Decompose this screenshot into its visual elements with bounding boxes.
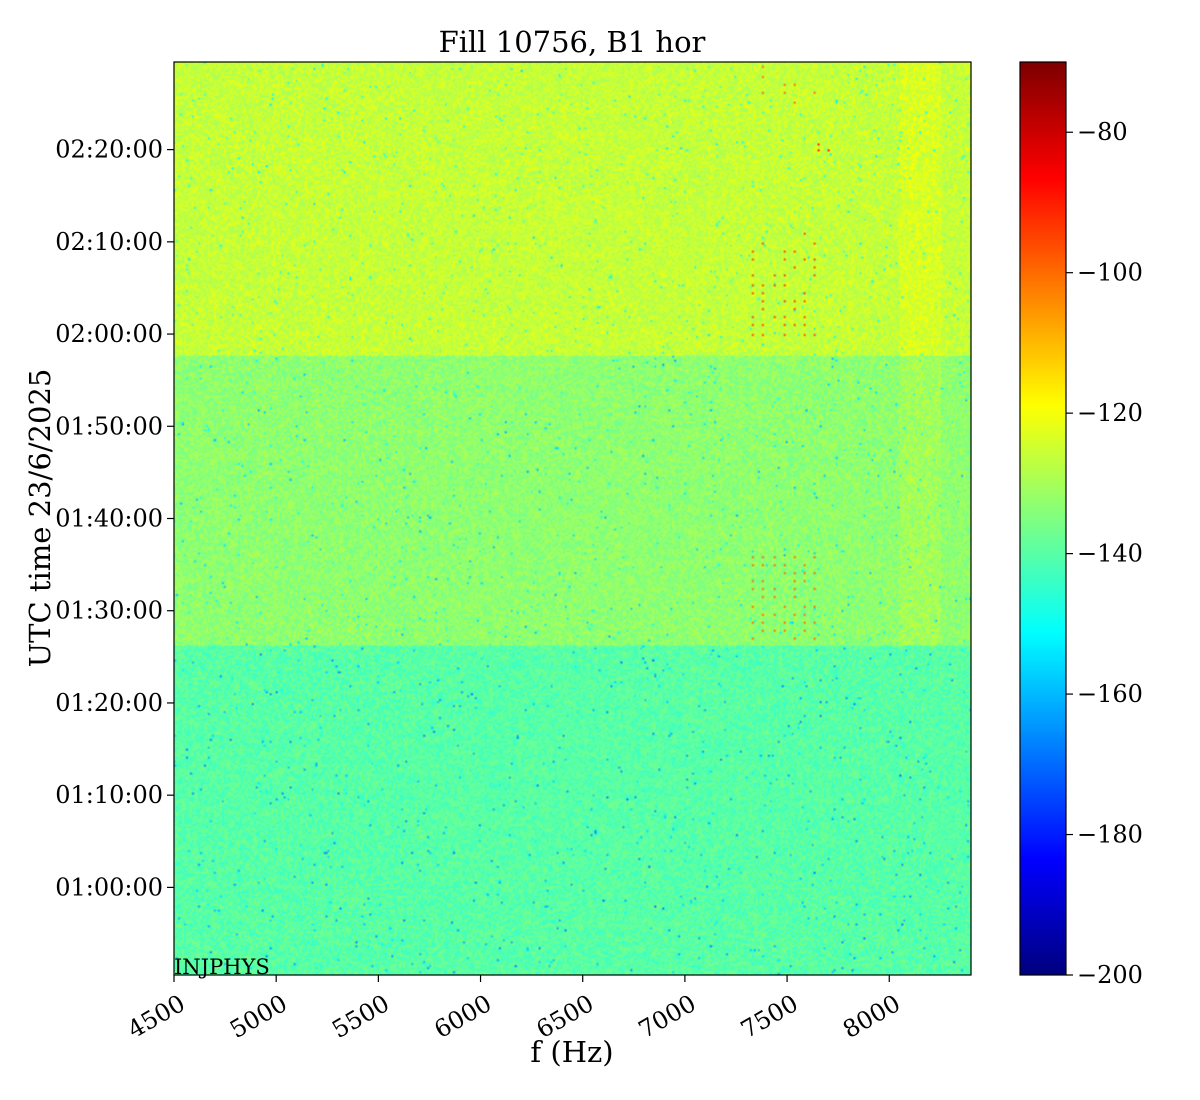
y-tick-label: 02:10:00 (55, 228, 163, 256)
colorbar-tick-label: −180 (1077, 821, 1143, 849)
y-tick-label: 01:30:00 (55, 597, 163, 625)
y-tick-label: 01:20:00 (55, 689, 163, 717)
x-tick-label: 5500 (327, 989, 394, 1044)
colorbar-tick-label: −120 (1077, 399, 1143, 427)
y-tick-label: 02:20:00 (55, 136, 163, 164)
colorbar-ticks: −80 −100 −120 −140 −160 −180 −200 (1066, 118, 1143, 989)
spectrogram-heatmap (174, 62, 971, 975)
x-tick-label: 5000 (225, 989, 292, 1044)
x-tick-label: 4500 (123, 989, 190, 1044)
chart-title: Fill 10756, B1 hor (439, 25, 706, 59)
y-axis: 01:00:00 01:10:00 01:20:00 01:30:00 01:40:00… (55, 136, 174, 901)
colorbar-frame (1019, 61, 1067, 976)
injphys-annotation: INJPHYS (174, 955, 270, 979)
colorbar-tick-label: −160 (1077, 680, 1143, 708)
colorbar-tick-label: −140 (1077, 540, 1143, 568)
y-axis-label: UTC time 23/6/2025 (23, 369, 57, 668)
x-axis: 4500 5000 5500 6000 6500 7000 7500 8000 (123, 975, 905, 1044)
y-tick-label: 02:00:00 (55, 320, 163, 348)
y-tick-label: 01:50:00 (55, 412, 163, 440)
y-tick-label: 01:00:00 (55, 873, 163, 901)
x-tick-label: 7000 (634, 989, 701, 1044)
x-tick-label: 7500 (736, 989, 803, 1044)
x-tick-label: 6000 (429, 989, 496, 1044)
x-axis-label: f (Hz) (530, 1035, 613, 1069)
colorbar: −80 −100 −120 −140 −160 −180 −200 (1019, 61, 1143, 989)
y-tick-label: 01:10:00 (55, 781, 163, 809)
colorbar-tick-label: −100 (1077, 259, 1143, 287)
y-tick-label: 01:40:00 (55, 505, 163, 533)
colorbar-tick-label: −80 (1077, 118, 1128, 146)
x-tick-label: 8000 (838, 989, 905, 1044)
plot-area (173, 61, 972, 976)
colorbar-gradient (1020, 62, 1066, 975)
colorbar-tick-label: −200 (1077, 961, 1143, 989)
